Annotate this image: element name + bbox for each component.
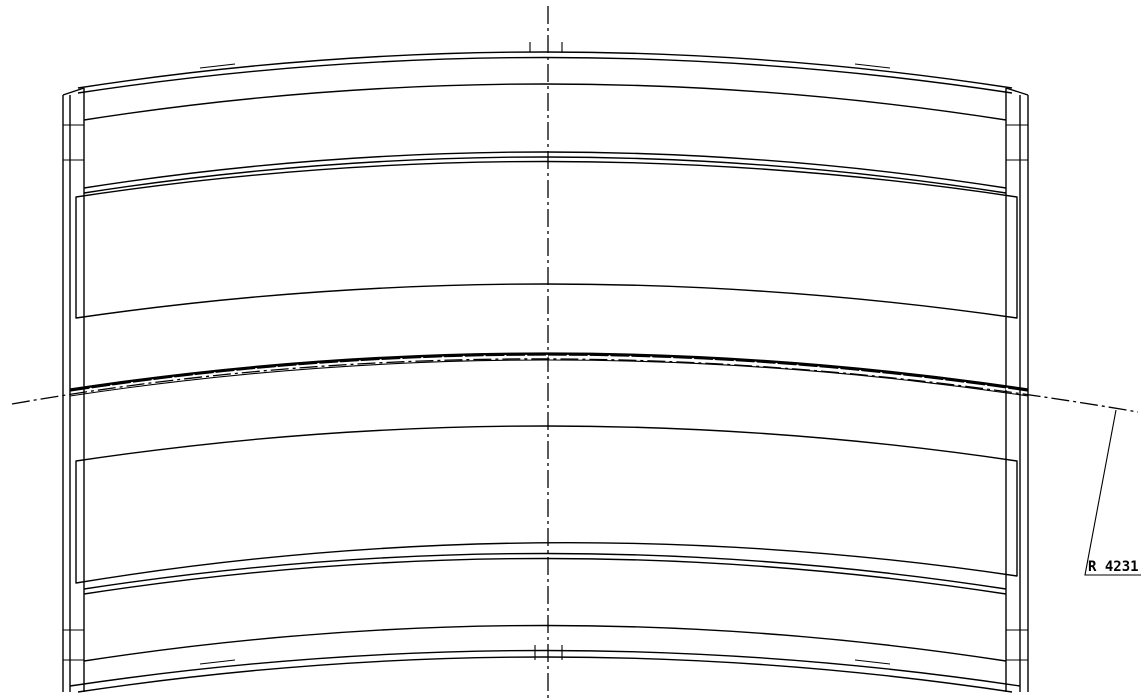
rivet-dot <box>358 360 362 363</box>
rivet-dot <box>817 366 820 369</box>
bottom-arc-3 <box>83 624 1007 662</box>
lower-panel-outline <box>75 425 1018 584</box>
rivet-dot <box>733 360 736 363</box>
rivet-dot <box>213 372 217 375</box>
rivet-dot <box>587 355 590 358</box>
rivet-dot <box>670 357 674 360</box>
bottom-arc-5 <box>77 656 1013 693</box>
rivet-dot <box>172 376 175 380</box>
arc-centerline <box>11 358 1139 413</box>
top-arc-marks <box>199 63 891 69</box>
center-seam-arc-lower <box>69 359 1029 397</box>
outer-frame <box>62 87 1029 692</box>
rivet-dot <box>275 366 279 369</box>
rivet-dot <box>504 355 507 358</box>
rivet-dot <box>420 357 424 360</box>
rivet-dot <box>192 374 196 378</box>
rivet-dot <box>296 364 299 368</box>
bottom-arc-2 <box>83 557 1007 595</box>
radius-dimension: R 4231 <box>1084 409 1141 576</box>
lower-panel <box>75 425 1018 584</box>
bottom-arc-1 <box>83 552 1007 590</box>
top-right-corner <box>1005 87 1029 96</box>
seam-rivets <box>89 354 1009 391</box>
rivet-dot <box>130 381 134 385</box>
rivet-dot <box>942 379 946 382</box>
rivet-dot <box>545 354 549 358</box>
rivet-dot <box>234 370 237 373</box>
rivet-dot <box>317 362 320 366</box>
top-arc-2 <box>77 56 1013 94</box>
rivet-dot <box>379 359 382 362</box>
rivet-dot <box>629 355 632 359</box>
rivet-dot <box>838 368 841 371</box>
rivet-dot <box>254 368 258 371</box>
top-left-corner <box>62 87 85 96</box>
rivet-dot <box>712 359 716 362</box>
rivet-dot <box>963 381 967 385</box>
bottom-arc-marks <box>199 659 891 665</box>
rivet-dot <box>754 361 757 365</box>
rivet-dot <box>566 354 570 358</box>
bottom-arc-bands <box>69 552 1021 693</box>
top-arc-1 <box>77 51 1013 89</box>
rivet-dot <box>796 364 799 368</box>
center-seam <box>69 352 1029 397</box>
rivet-dot <box>110 384 113 388</box>
top-arc-3 <box>83 83 1007 121</box>
upper-panel <box>75 160 1018 319</box>
radius-leader-line <box>1084 409 1141 576</box>
rivet-dot <box>483 355 486 358</box>
rivet-dot <box>858 370 862 373</box>
rivet-dot <box>441 356 445 360</box>
top-arc-5 <box>83 156 1007 194</box>
radius-label: R 4231 <box>1088 559 1139 575</box>
rivet-dot <box>921 376 925 380</box>
right-rail-ticks <box>1006 124 1028 661</box>
bottom-arc-4 <box>69 649 1021 687</box>
rivet-dot <box>879 372 883 375</box>
rivet-dot <box>984 384 988 388</box>
upper-panel-outline <box>75 160 1018 319</box>
top-center-notch <box>529 42 563 52</box>
rivet-dot <box>1005 387 1009 391</box>
center-seam-arc <box>69 352 1029 392</box>
rivet-dot <box>151 379 154 382</box>
rivet-dot <box>608 355 611 358</box>
rivet-dot <box>337 361 341 365</box>
rivet-dot <box>89 387 92 391</box>
rivet-dot <box>691 358 695 361</box>
bottom-center-notch <box>534 645 563 660</box>
rivet-dot <box>775 362 778 366</box>
rivet-dot <box>524 354 528 358</box>
rivet-dot <box>900 374 904 378</box>
rivet-dot <box>400 358 403 361</box>
rivet-dot <box>649 356 653 360</box>
left-rail-ticks <box>63 124 84 661</box>
top-arc-4 <box>83 151 1007 189</box>
rivet-dot <box>462 355 466 359</box>
top-arc-bands <box>77 42 1013 194</box>
